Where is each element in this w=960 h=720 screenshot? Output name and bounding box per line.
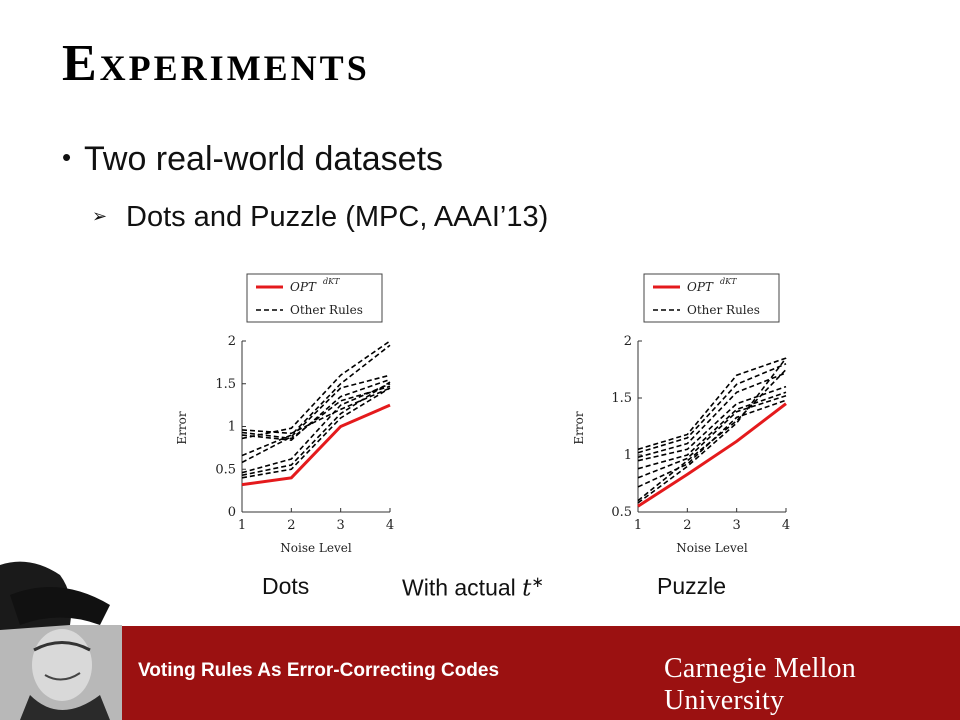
other-rule-line	[241, 383, 391, 474]
sub-bullet-text: Dots and Puzzle (MPC, AAAI’13)	[126, 201, 549, 233]
other-rule-line	[637, 357, 787, 504]
x-tick-label: 2	[287, 518, 295, 533]
y-tick-label: 1.5	[215, 377, 236, 392]
other-rule-line	[637, 368, 787, 502]
cmu-logo: Carnegie Mellon University	[664, 653, 856, 716]
x-tick-label: 1	[634, 518, 642, 533]
y-tick-label: 0.5	[611, 505, 632, 520]
bullet-icon: •	[62, 142, 72, 172]
other-rule-line	[637, 385, 787, 462]
other-rule-line	[241, 344, 391, 457]
other-rule-line	[637, 399, 787, 488]
legend-opt-label: OPT	[687, 280, 714, 294]
x-axis-label: Noise Level	[280, 541, 352, 555]
footer-bar	[0, 626, 960, 720]
other-rule-line	[241, 385, 391, 440]
footer-title: Voting Rules As Error-Correcting Codes	[138, 660, 500, 681]
x-tick-label: 3	[337, 518, 345, 533]
other-rule-line	[637, 372, 787, 459]
opt-line	[637, 402, 787, 508]
bullet-text: Two real-world datasets	[84, 140, 444, 178]
other-rule-line	[241, 387, 391, 435]
sub-bullet-item: ➢ Dots and Puzzle (MPC, AAAI’13)	[92, 203, 548, 232]
other-rule-line	[241, 378, 391, 442]
x-tick-label: 4	[386, 518, 394, 533]
caption: With actual t∗	[402, 573, 544, 602]
x-axis-label: Noise Level	[676, 541, 748, 555]
other-rule-line	[241, 381, 391, 477]
legend-opt-label: OPT	[290, 280, 317, 294]
caption-text: With actual	[402, 574, 523, 601]
legend-other-label: Other Rules	[687, 303, 760, 317]
other-rule-line	[637, 357, 787, 451]
y-tick-label: 2	[228, 334, 236, 349]
legend-other-label: Other Rules	[290, 303, 363, 317]
legend-box	[643, 273, 780, 323]
y-tick-label: 1	[624, 448, 632, 463]
y-tick-label: 1	[228, 420, 236, 435]
arrow-bullet-icon: ➢	[92, 206, 108, 226]
y-axis-label: Error	[572, 411, 586, 444]
other-rule-line	[637, 391, 787, 470]
caption-math: t	[522, 575, 532, 602]
legend-opt-superscript: dKT	[323, 277, 340, 286]
portrait-image	[0, 561, 122, 720]
other-rule-line	[241, 387, 391, 479]
x-tick-label: 1	[238, 518, 246, 533]
dots-chart-label: Dots	[262, 573, 310, 599]
x-tick-label: 4	[782, 518, 790, 533]
y-tick-label: 2	[624, 334, 632, 349]
other-rule-line	[241, 374, 391, 464]
other-rule-line	[637, 363, 787, 454]
y-tick-label: 1.5	[611, 391, 632, 406]
caption-superscript: ∗	[531, 574, 544, 591]
puzzle-chart-label: Puzzle	[657, 573, 727, 599]
x-tick-label: 2	[683, 518, 691, 533]
legend-box	[246, 273, 383, 323]
y-tick-label: 0	[228, 505, 236, 520]
other-rule-line	[241, 340, 391, 440]
other-rule-line	[637, 394, 787, 479]
y-axis-label: Error	[175, 411, 189, 444]
legend-opt-superscript: dKT	[720, 277, 737, 286]
y-tick-label: 0.5	[215, 462, 236, 477]
slide-title: Experiments	[62, 35, 370, 92]
x-tick-label: 3	[733, 518, 741, 533]
bullet-item: • Two real-world datasets	[62, 142, 443, 176]
opt-line	[241, 403, 391, 487]
